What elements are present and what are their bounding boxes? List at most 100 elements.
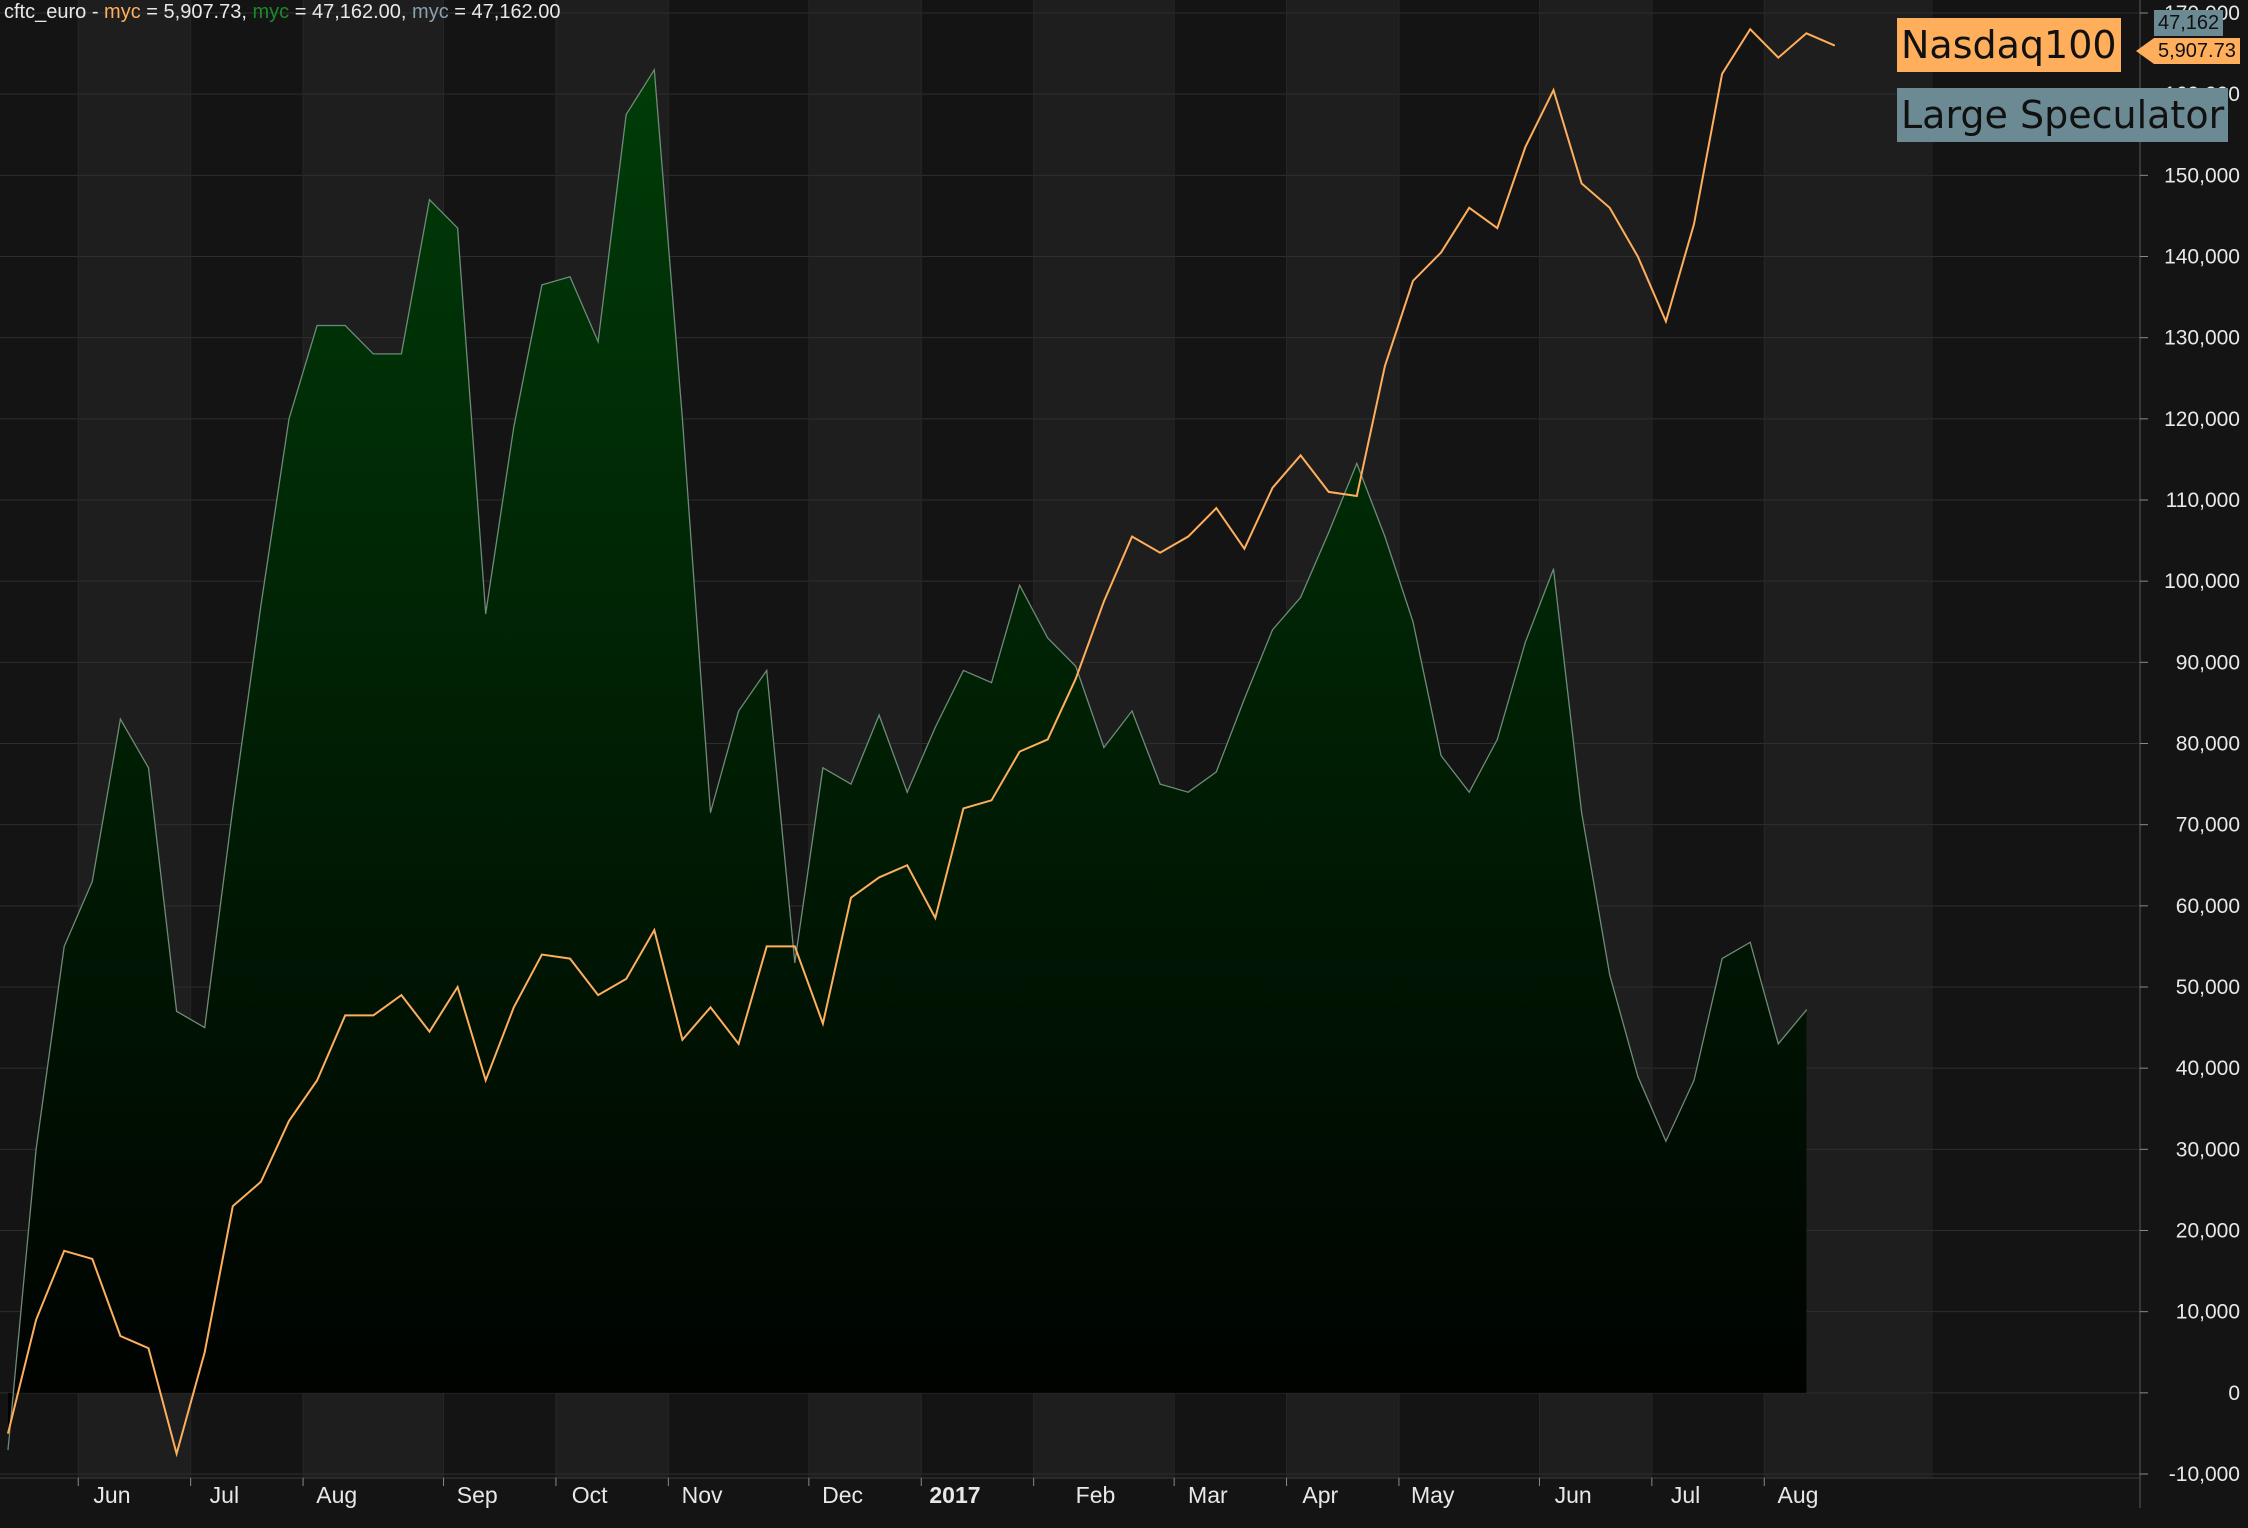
large-speculator-point (1131, 710, 1133, 712)
large-speculator-point (232, 807, 234, 810)
nasdaq100-point (1047, 738, 1049, 741)
nasdaq100-point (934, 917, 936, 919)
nasdaq100-point (288, 1120, 290, 1122)
y-tick-label: -10,000 (2169, 1463, 2240, 1486)
nasdaq100-point (1328, 491, 1330, 493)
legend-large-speculator[interactable]: Large Speculator (1897, 88, 2229, 142)
nasdaq100-point (400, 994, 402, 996)
large-speculator-point (260, 604, 262, 607)
header-series-label: myc (252, 1, 290, 23)
y-tick-label: 100,000 (2164, 570, 2240, 593)
x-month-label: Nov (682, 1482, 723, 1508)
large-speculator-point (653, 69, 655, 71)
nasdaq100-point (1075, 677, 1077, 680)
large-speculator-point (1581, 811, 1583, 814)
axes (0, 0, 2141, 1508)
nasdaq100-point (906, 864, 908, 866)
nasdaq100-point (1384, 365, 1386, 367)
nasdaq100-point (1356, 495, 1358, 497)
x-month-label: Mar (1188, 1482, 1228, 1508)
large-speculator-point (372, 353, 374, 355)
nasdaq100-point (204, 1351, 206, 1353)
y-tick-label: 0 (2228, 1382, 2240, 1405)
nasdaq100-point (569, 957, 571, 960)
large-speculator-point (1384, 535, 1386, 538)
x-month-label: 2017 (929, 1482, 980, 1508)
nasdaq100-point (428, 1031, 431, 1033)
large-speculator-point (1159, 783, 1161, 785)
nasdaq100-point (1215, 507, 1217, 509)
large-speculator-point (1440, 755, 1442, 757)
nasdaq100-point (344, 1014, 346, 1017)
large-speculator-point (962, 669, 965, 672)
nasdaq100-point (1777, 57, 1779, 59)
large-speculator-point (7, 1449, 9, 1451)
nasdaq100-point (1665, 320, 1667, 323)
large-speculator-point (906, 791, 908, 793)
y-tick-label: 20,000 (2176, 1220, 2240, 1243)
large-speculator-point (400, 353, 402, 355)
large-speculator-point (1356, 462, 1358, 465)
x-month-label: Apr (1302, 1482, 1338, 1508)
nasdaq100-point (653, 929, 655, 931)
large-speculator-point (681, 418, 684, 420)
y-tick-label: 70,000 (2176, 814, 2240, 837)
y-tick-label: 150,000 (2164, 164, 2240, 187)
last-value-tag-myc: 47,162 (2154, 10, 2224, 36)
nasdaq100-point (232, 1205, 234, 1207)
y-tick-label: 40,000 (2176, 1057, 2240, 1080)
nasdaq100-point (485, 1079, 487, 1081)
nasdaq100-point (1496, 227, 1498, 229)
large-speculator-point (934, 726, 936, 728)
nasdaq100-point (597, 994, 599, 996)
y-tick-label: 130,000 (2164, 327, 2240, 350)
nasdaq100-point (457, 986, 459, 988)
large-speculator-point (485, 613, 487, 615)
y-tick-label: 110,000 (2166, 489, 2240, 512)
large-speculator-point (457, 227, 459, 229)
large-speculator-point (850, 783, 852, 785)
nasdaq100-point (1019, 751, 1021, 753)
large-speculator-point (625, 113, 627, 116)
x-month-label: Jun (1555, 1482, 1592, 1508)
large-speculator-area (7, 67, 1807, 1451)
x-month-label: Jun (93, 1482, 130, 1508)
y-tick-label: 50,000 (2176, 976, 2240, 999)
large-speculator-point (1047, 637, 1049, 639)
large-speculator-point (709, 811, 712, 814)
x-month-label: May (1411, 1482, 1455, 1508)
large-speculator-point (288, 418, 290, 420)
large-speculator-point (1468, 791, 1470, 793)
large-speculator-point (1496, 738, 1498, 741)
nasdaq100-line (7, 27, 1835, 1458)
nasdaq100-point (260, 1181, 262, 1183)
nasdaq100-point (1609, 207, 1611, 209)
x-month-label: Jul (210, 1482, 239, 1508)
large-speculator-point (1637, 1075, 1639, 1077)
nasdaq100-point (1721, 73, 1723, 75)
y-tick-label: 140,000 (2164, 246, 2240, 269)
y-tick-label: 60,000 (2176, 895, 2240, 918)
nasdaq100-point (878, 876, 880, 879)
large-speculator-point (35, 1148, 37, 1150)
nasdaq100-point (766, 945, 768, 948)
nasdaq100-point (147, 1347, 150, 1349)
header-series-value: = 47,162.00, (289, 1, 413, 23)
nasdaq100-point (1187, 535, 1189, 538)
large-speculator-point (1693, 1079, 1695, 1081)
large-speculator-point (1019, 584, 1021, 586)
nasdaq100-point (1833, 44, 1836, 47)
x-month-label: Aug (1778, 1482, 1819, 1508)
header-series-label: myc (104, 1, 141, 23)
large-speculator-point (738, 710, 740, 712)
large-speculator-point (428, 199, 431, 201)
nasdaq100-point (541, 953, 543, 956)
legend-nasdaq100[interactable]: Nasdaq100 (1897, 18, 2121, 72)
nasdaq100-point (372, 1014, 374, 1017)
nasdaq100-line-layer (7, 27, 1836, 1458)
large-speculator-point (1777, 1043, 1779, 1045)
x-axis-month-labels: Jun Jul Aug Sep Oct Nov Dec 2017 Feb Mar Apr May Jun… (77, 1478, 1819, 1508)
nasdaq100-point (709, 1006, 712, 1008)
nasdaq100-point (176, 1453, 178, 1455)
